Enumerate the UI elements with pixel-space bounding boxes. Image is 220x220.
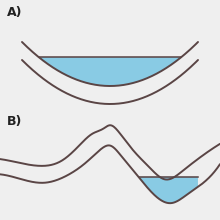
Text: B): B) — [7, 115, 22, 128]
Polygon shape — [139, 177, 198, 203]
Text: A): A) — [7, 6, 22, 19]
Polygon shape — [39, 57, 181, 86]
